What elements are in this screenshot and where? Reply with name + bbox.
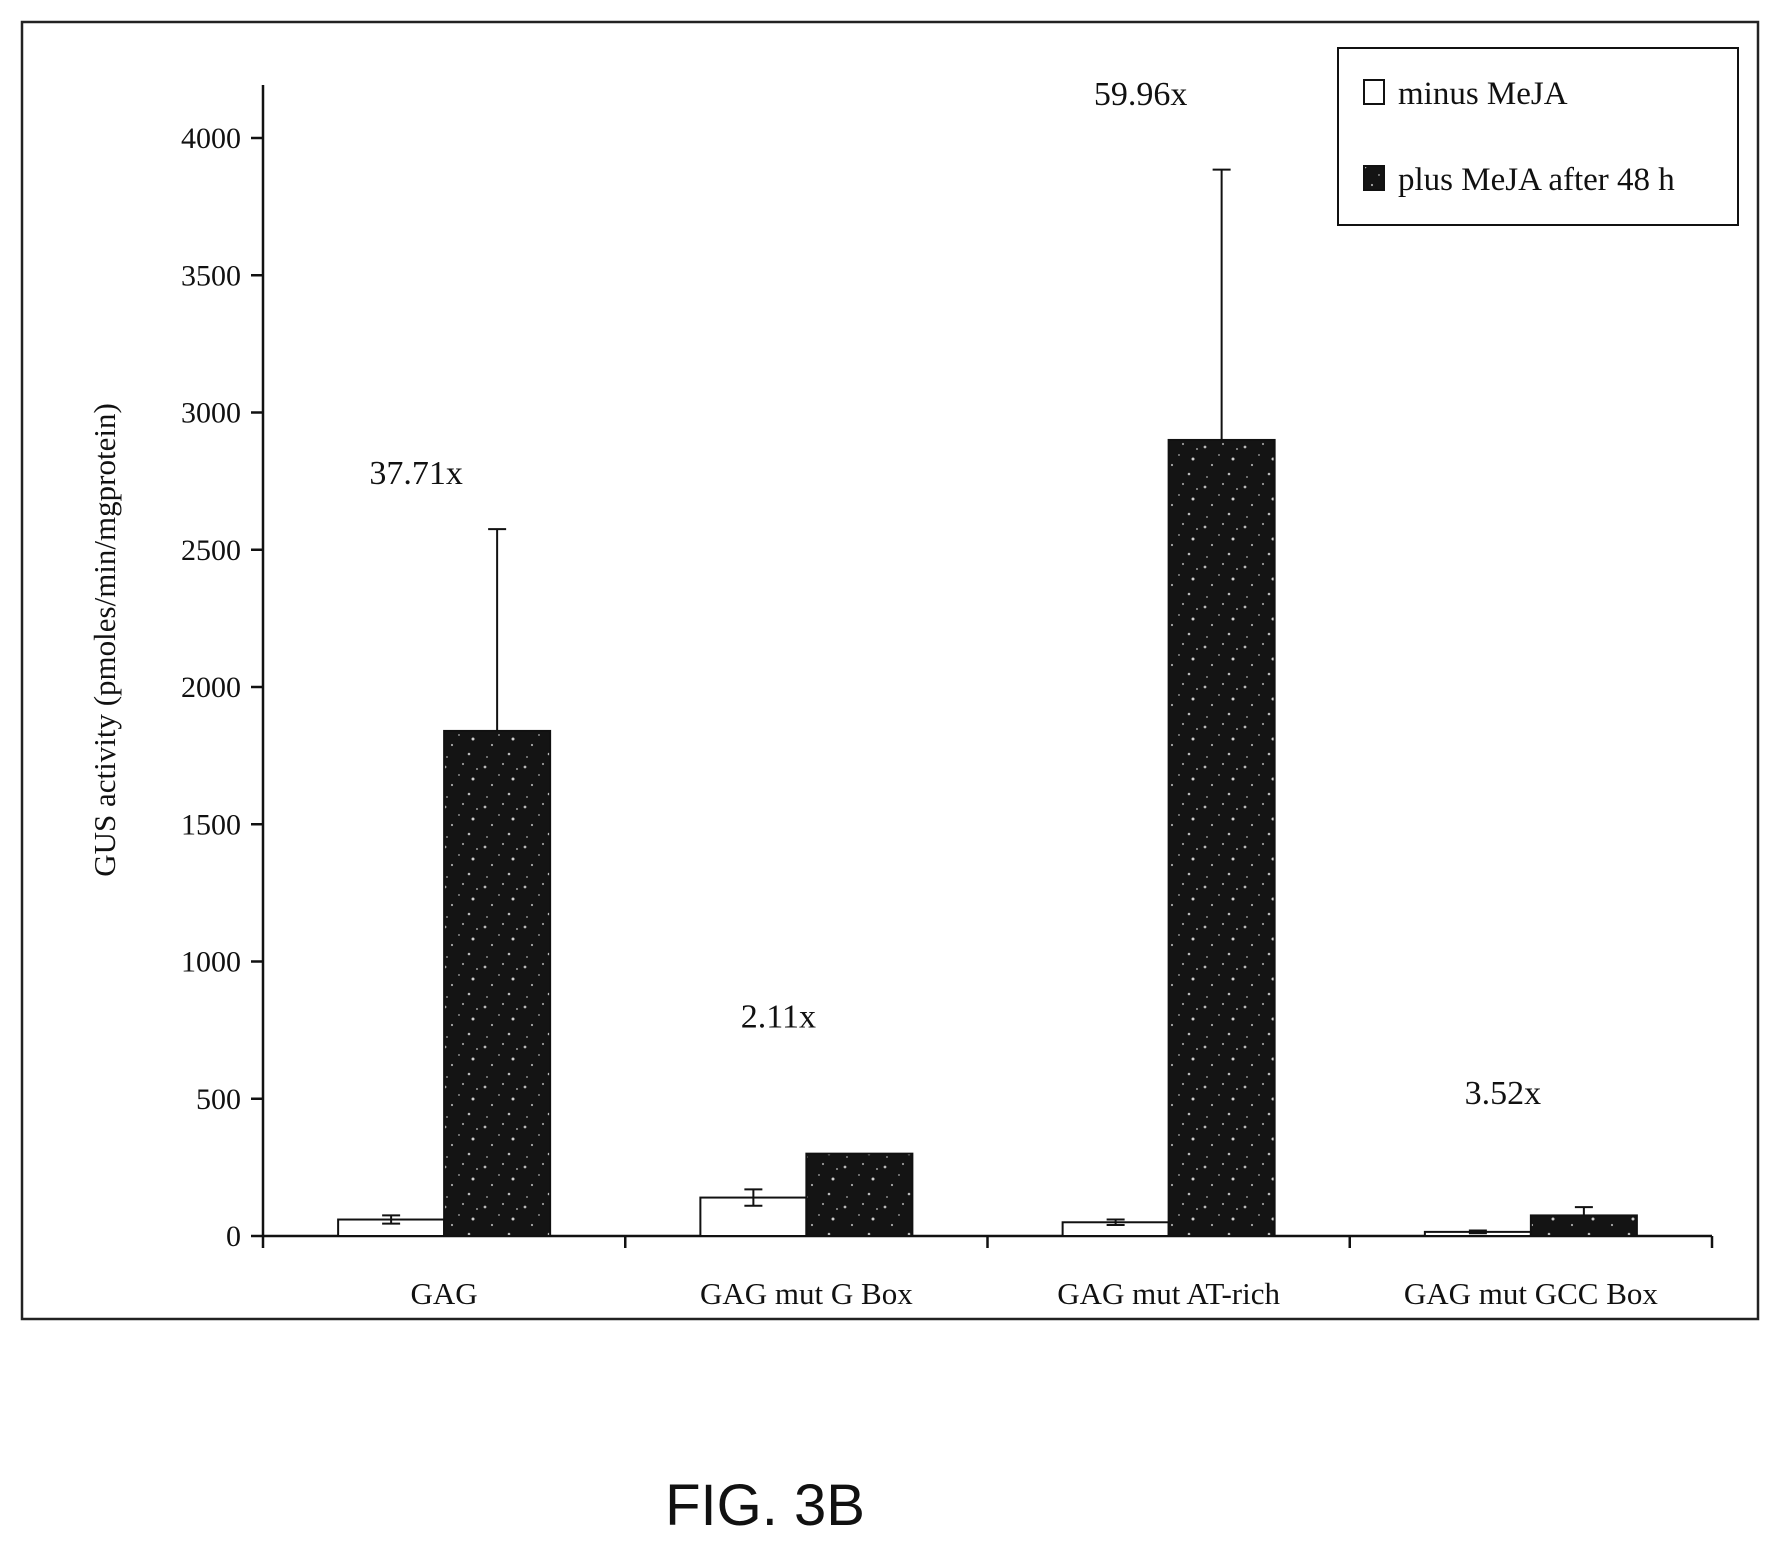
legend-label: minus MeJA xyxy=(1398,76,1568,112)
bar-plus-meja xyxy=(805,1152,914,1238)
x-tick-label: GAG mut G Box xyxy=(700,1276,913,1311)
legend: minus MeJA plus MeJA after 48 h xyxy=(1337,47,1739,226)
y-axis-label: GUS activity (pmoles/min/mgprotein) xyxy=(87,403,122,877)
y-axis: 0 500 1000 1500 2000 2500 3000 3500 4000 xyxy=(181,85,265,1253)
error-bars xyxy=(382,168,1593,1235)
chart-frame xyxy=(20,20,1760,1321)
bar-plus-meja xyxy=(1167,438,1276,1237)
legend-box xyxy=(1337,47,1739,226)
x-tick-label: GAG xyxy=(411,1276,478,1311)
fold-change-label: 3.52x xyxy=(1465,1075,1542,1112)
y-tick-label: 4000 xyxy=(181,122,241,155)
legend-swatch xyxy=(1363,165,1385,191)
y-tick-label: 1500 xyxy=(181,808,241,841)
y-tick-label: 3500 xyxy=(181,259,241,292)
y-tick-label: 0 xyxy=(226,1220,241,1253)
figure-caption: FIG. 3B xyxy=(665,1473,865,1538)
bar-plus-meja xyxy=(1529,1214,1638,1237)
y-tick-label: 1000 xyxy=(181,946,241,979)
y-tick-label: 500 xyxy=(196,1083,241,1116)
y-tick-label: 3000 xyxy=(181,397,241,430)
fold-change-label: 59.96x xyxy=(1094,76,1188,113)
x-tick-label: GAG mut AT-rich xyxy=(1057,1276,1280,1311)
y-tick-label: 2500 xyxy=(181,534,241,567)
bar-plus-meja xyxy=(443,729,552,1237)
y-tick-label: 2000 xyxy=(181,671,241,704)
fold-change-label: 37.71x xyxy=(369,455,463,492)
legend-label: plus MeJA after 48 h xyxy=(1398,162,1675,198)
legend-swatch xyxy=(1363,79,1385,105)
fold-change-labels: 37.71x 2.11x 59.96x 3.52x xyxy=(369,76,1541,1112)
bars xyxy=(337,438,1638,1238)
fold-change-label: 2.11x xyxy=(741,998,816,1035)
x-tick-label: GAG mut GCC Box xyxy=(1404,1276,1659,1311)
